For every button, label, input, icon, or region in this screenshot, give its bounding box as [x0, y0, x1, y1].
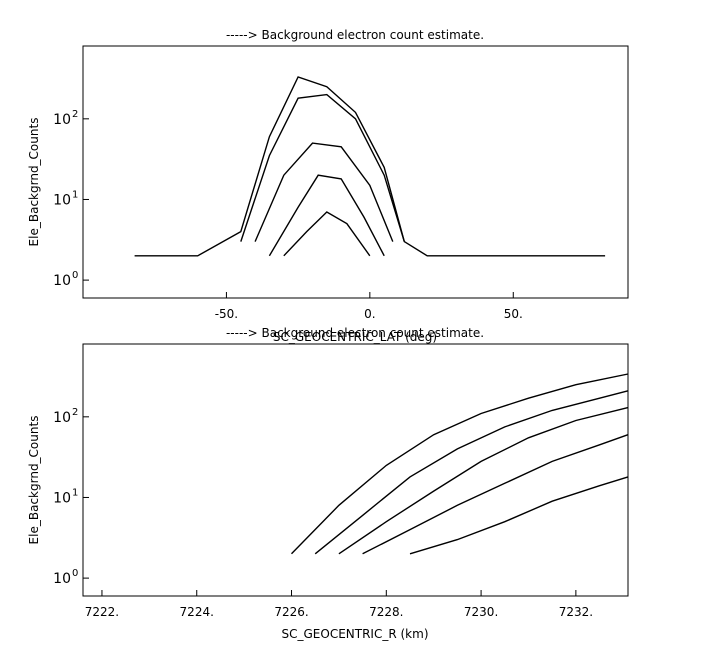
top-x-axis: -50. 0. 50.: [215, 292, 523, 321]
bottom-y-tick-label: 10: [53, 571, 71, 587]
bottom-chart-title: -----> Background electron count estimat…: [226, 326, 484, 340]
bottom-x-tick-label: 7222.: [85, 605, 119, 619]
bottom-chart-ylabel: Ele_Backgrnd_Counts: [27, 416, 41, 545]
top-series-1-line: [134, 76, 606, 257]
bottom-x-axis: 7222. 7224. 7226. 7228. 7230. 7232.: [85, 590, 593, 619]
top-series-5-line: [283, 211, 371, 257]
bottom-plot-frame: [82, 343, 629, 597]
bottom-y-tick-exponent: 1: [72, 487, 78, 498]
bottom-y-tick-exponent: 2: [72, 407, 78, 418]
bottom-x-tick-label: 7226.: [274, 605, 308, 619]
bottom-series-4-line: [362, 434, 629, 555]
top-y-tick-label: 10: [53, 192, 71, 208]
top-y-tick-label: 10: [53, 112, 71, 128]
top-y-tick-exponent: 2: [72, 109, 78, 120]
top-chart-title: -----> Background electron count estimat…: [226, 28, 484, 42]
bottom-x-tick-label: 7230.: [464, 605, 498, 619]
top-x-tick-label: -50.: [215, 307, 238, 321]
top-chart-xlabel: SC_GEOCENTRIC_LAT (deg): [273, 330, 437, 344]
bottom-x-tick-label: 7232.: [559, 605, 593, 619]
bottom-data-marks: [290, 373, 629, 555]
top-y-tick-exponent: 1: [72, 189, 78, 200]
top-series-3-line: [254, 142, 394, 242]
top-y-tick-label: 10: [53, 273, 71, 289]
bottom-x-tick-label: 7228.: [369, 605, 403, 619]
bottom-y-tick-label: 10: [53, 410, 71, 426]
bottom-series-2-line: [314, 390, 629, 555]
top-y-tick-exponent: 0: [72, 270, 78, 281]
bottom-x-tick-label: 7224.: [180, 605, 214, 619]
bottom-chart: -----> Background electron count estimat…: [27, 326, 629, 641]
bottom-y-tick-label: 10: [53, 490, 71, 506]
bottom-chart-xlabel: SC_GEOCENTRIC_R (km): [282, 627, 429, 641]
top-chart-ylabel: Ele_Backgrnd_Counts: [27, 118, 41, 247]
top-x-tick-label: 0.: [364, 307, 375, 321]
bottom-y-tick-exponent: 0: [72, 568, 78, 579]
bottom-series-3-line: [338, 406, 629, 555]
bottom-series-1-line: [290, 373, 629, 555]
top-series-2-line: [240, 93, 405, 242]
top-data-marks: [134, 76, 606, 257]
bottom-series-5-line: [409, 476, 629, 555]
top-plot-frame: [82, 45, 629, 299]
top-x-tick-label: 50.: [504, 307, 523, 321]
top-series-4-line: [268, 174, 385, 257]
top-chart: -----> Background electron count estimat…: [27, 28, 629, 344]
